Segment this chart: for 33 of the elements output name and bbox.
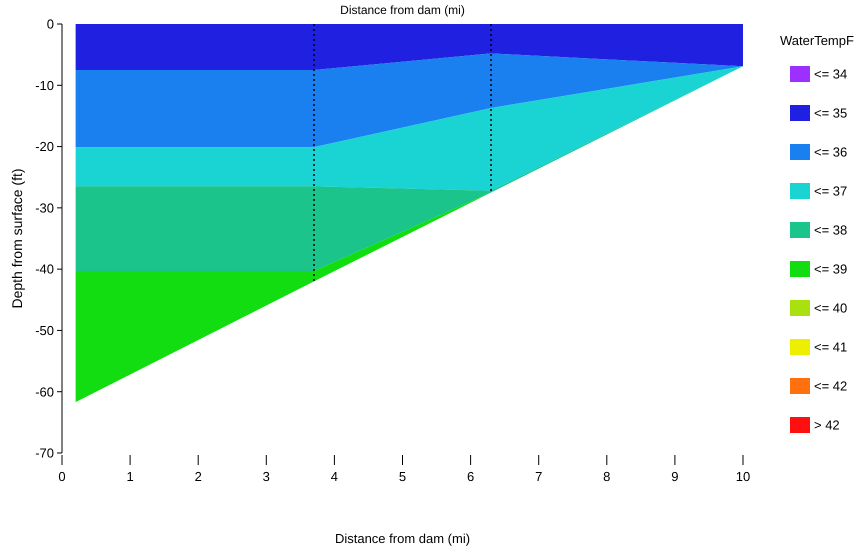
legend-label: <= 39 bbox=[814, 262, 848, 277]
y-tick-label: -10 bbox=[35, 78, 54, 93]
chart-title: Distance from dam (mi) bbox=[340, 3, 465, 17]
x-tick-label: 4 bbox=[330, 469, 338, 484]
x-tick-label: 0 bbox=[58, 469, 66, 484]
x-axis-title: Distance from dam (mi) bbox=[334, 531, 470, 546]
y-tick-label: -30 bbox=[35, 200, 54, 216]
legend-label: <= 35 bbox=[814, 106, 848, 121]
y-tick-label: -50 bbox=[35, 322, 54, 338]
x-tick-label: 8 bbox=[603, 469, 610, 484]
x-tick-label: 2 bbox=[194, 469, 202, 484]
y-tick-label: -60 bbox=[35, 384, 54, 400]
y-axis-title: Depth from surface (ft) bbox=[9, 168, 25, 309]
y-tick-label: -20 bbox=[35, 139, 54, 154]
x-tick-label: 6 bbox=[466, 469, 474, 484]
x-tick-label: 10 bbox=[736, 469, 750, 484]
legend-label: <= 36 bbox=[814, 144, 848, 160]
legend-label: <= 41 bbox=[814, 340, 848, 355]
x-tick-label: 1 bbox=[126, 469, 134, 484]
x-tick-label: 9 bbox=[671, 469, 679, 484]
x-tick-label: 7 bbox=[535, 469, 542, 484]
y-tick-label: -70 bbox=[35, 446, 54, 461]
x-tick-label: 3 bbox=[262, 469, 270, 484]
legend-label: <= 38 bbox=[814, 222, 848, 238]
legend-label: <= 37 bbox=[814, 184, 848, 199]
legend-label: <= 40 bbox=[814, 300, 848, 316]
y-tick-label: -40 bbox=[35, 262, 54, 277]
x-tick-label: 5 bbox=[398, 469, 406, 484]
legend-label: <= 34 bbox=[814, 66, 848, 82]
legend-label: <= 42 bbox=[814, 378, 848, 394]
y-tick-label: 0 bbox=[46, 16, 54, 32]
legend-label: > 42 bbox=[814, 418, 840, 433]
legend-title: WaterTempF bbox=[780, 33, 854, 48]
